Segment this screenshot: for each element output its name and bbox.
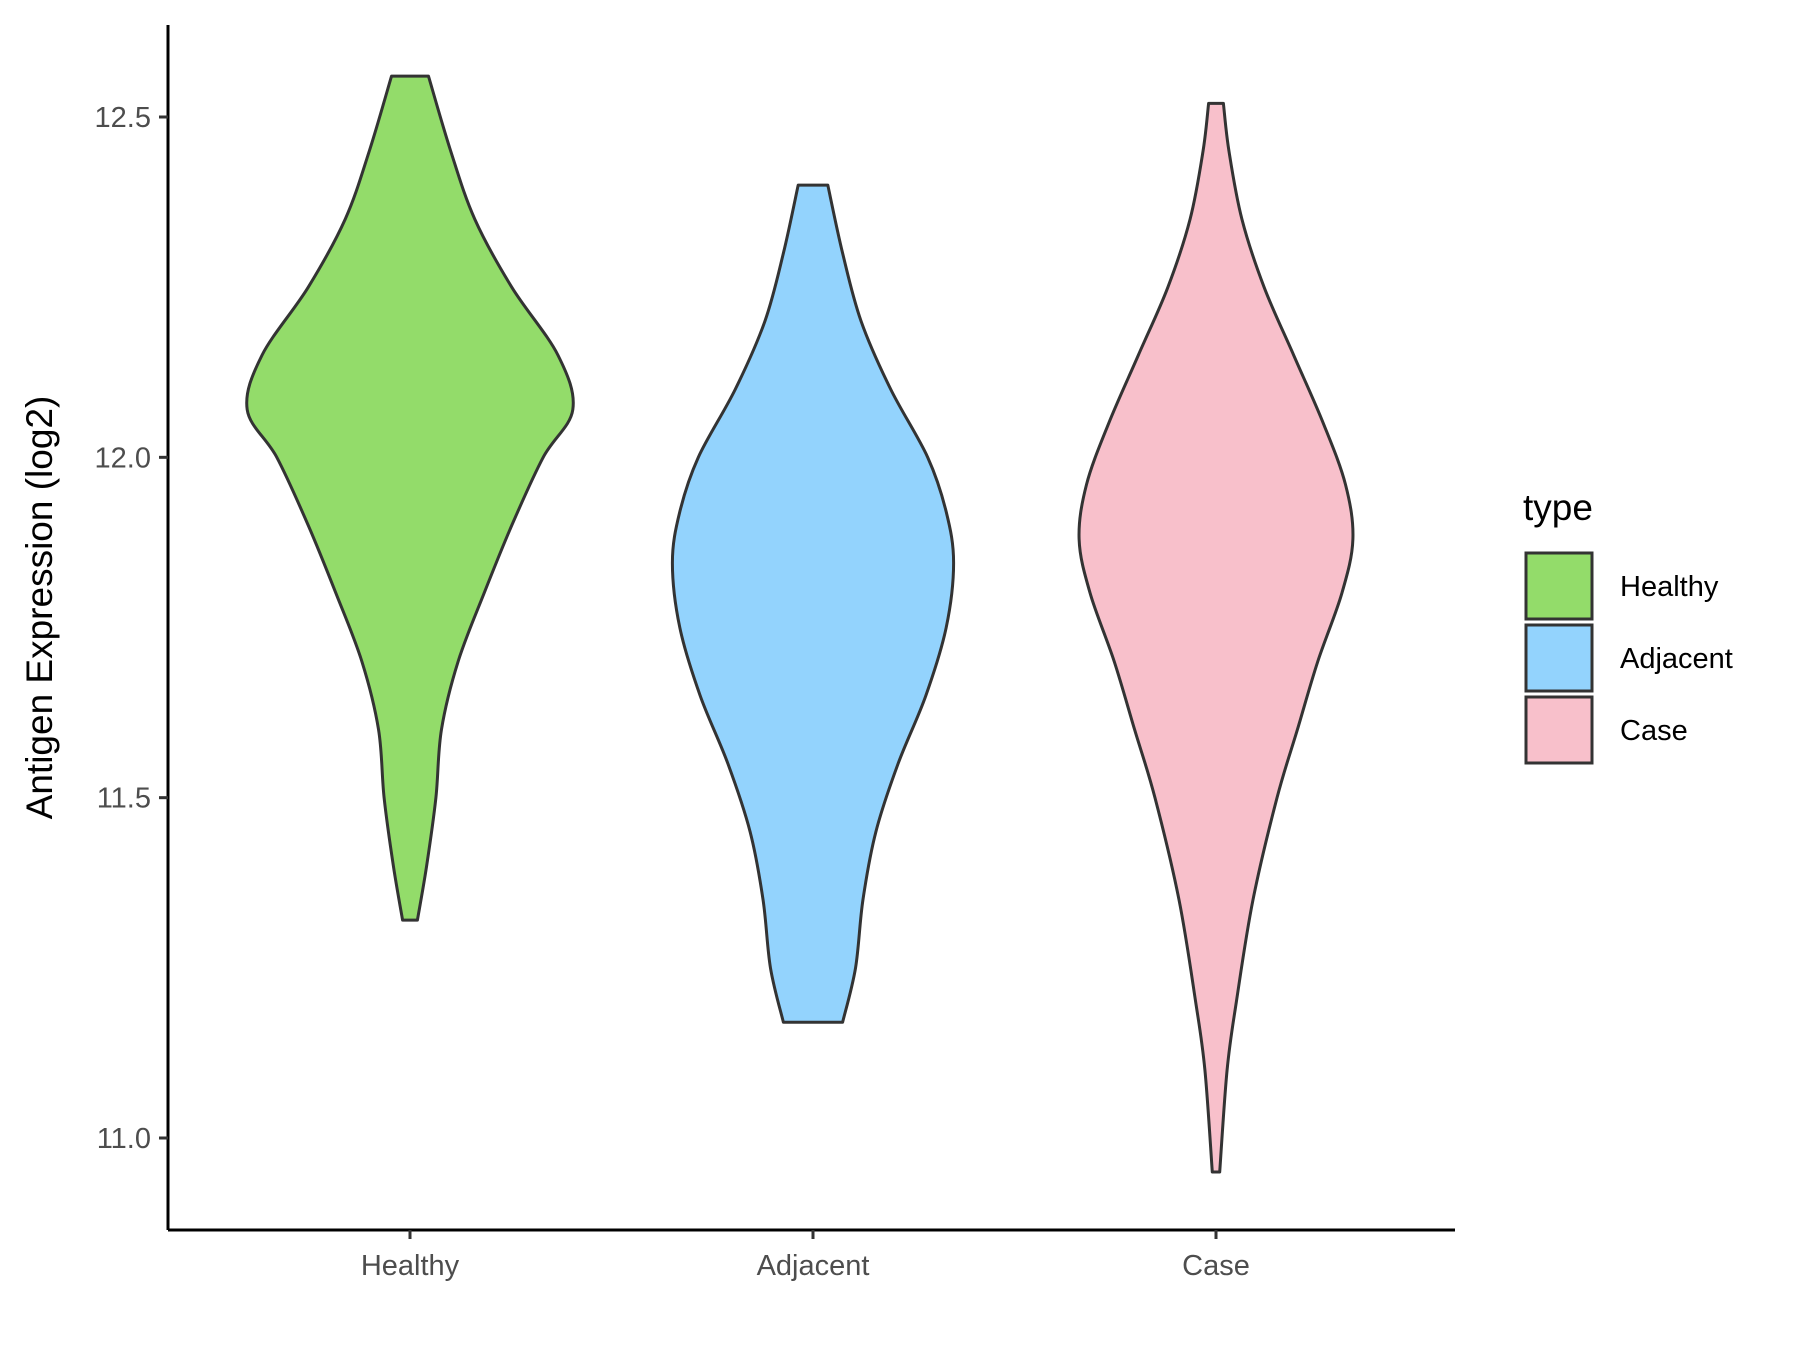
x-tick-label: Adjacent bbox=[757, 1250, 870, 1282]
x-ticks: Healthy Adjacent Case bbox=[361, 1230, 1250, 1282]
violin-adjacent bbox=[670, 183, 956, 1024]
legend-key-healthy bbox=[1524, 551, 1594, 621]
y-ticks: 11.0 11.5 12.0 12.5 bbox=[95, 102, 168, 1155]
x-tick-label: Case bbox=[1182, 1250, 1250, 1282]
y-tick-label: 12.0 bbox=[95, 442, 151, 474]
legend-label-healthy: Healthy bbox=[1620, 571, 1719, 603]
y-tick-label: 12.5 bbox=[95, 102, 151, 134]
violins-group bbox=[245, 74, 1355, 1174]
violin-case bbox=[1077, 101, 1355, 1174]
violin-healthy bbox=[245, 74, 575, 922]
y-tick-label: 11.0 bbox=[97, 1123, 151, 1155]
axes-group: 11.0 11.5 12.0 12.5 Healthy Adjacent Case bbox=[95, 25, 1455, 1282]
legend-key-case bbox=[1524, 695, 1594, 765]
legend-key-adjacent bbox=[1524, 623, 1594, 693]
y-tick-label: 11.5 bbox=[97, 783, 151, 815]
legend-title: type bbox=[1523, 487, 1593, 528]
legend-entries: Healthy Adjacent Case bbox=[1524, 551, 1733, 765]
legend-label-adjacent: Adjacent bbox=[1620, 643, 1733, 675]
y-axis-title: Antigen Expression (log2) bbox=[19, 396, 60, 820]
legend-label-case: Case bbox=[1620, 715, 1688, 747]
legend: type Healthy Adjacent Case bbox=[1523, 487, 1733, 765]
x-tick-label: Healthy bbox=[361, 1250, 460, 1282]
